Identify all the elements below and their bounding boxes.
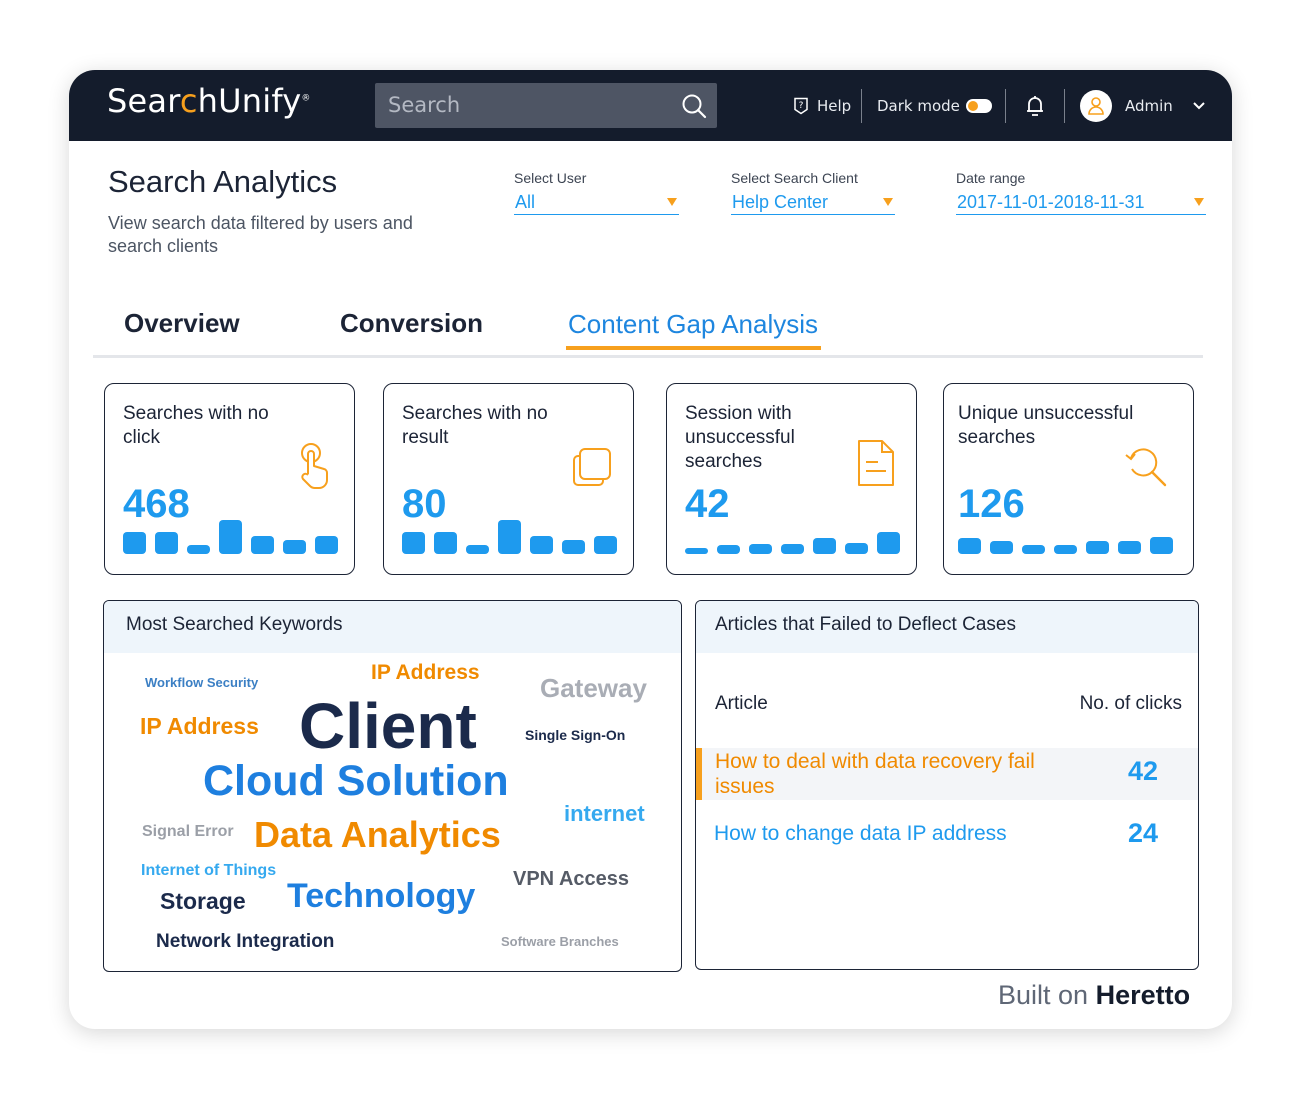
bell-icon[interactable] [1025, 94, 1045, 118]
card-sparkline [685, 514, 901, 554]
click-count: 24 [1127, 818, 1158, 848]
tab-bar: Overview Conversion Content Gap Analysis [93, 308, 1203, 358]
article-title[interactable]: How to deal with data recovery fail issu… [715, 750, 1035, 798]
keyword[interactable]: Signal Error [142, 823, 234, 840]
search-bar[interactable]: Search [375, 83, 717, 128]
select-search-client-filter: Select Search Client Help Center [731, 170, 895, 215]
search-placeholder[interactable]: Search [388, 93, 461, 117]
card-sparkline [958, 514, 1174, 554]
articles-panel: Articles that Failed to Deflect Cases Ar… [695, 600, 1199, 970]
date-range-filter: Date range 2017-11-01-2018-11-31 [956, 170, 1206, 215]
panel-title: Articles that Failed to Deflect Cases [696, 601, 1198, 653]
tab-conversion[interactable]: Conversion [340, 308, 484, 338]
kpi-card-unique-unsuccessful[interactable]: Unique unsuccessful searches 126 [943, 383, 1194, 575]
tab-content-gap-analysis[interactable]: Content Gap Analysis [566, 309, 822, 350]
dark-mode-toggle[interactable] [965, 98, 992, 113]
help-label: Help [817, 96, 852, 115]
dropdown-caret-icon[interactable] [1194, 198, 1204, 206]
dropdown-caret-icon[interactable] [667, 198, 677, 206]
keyword[interactable]: Single Sign-On [525, 727, 626, 743]
column-header-article: Article [715, 693, 768, 714]
select-user-dropdown[interactable]: All [514, 190, 679, 215]
help-icon: ? [794, 97, 808, 114]
keyword[interactable]: Data Analytics [254, 814, 501, 855]
tab-overview[interactable]: Overview [124, 308, 240, 338]
copy-squares-icon [573, 448, 611, 486]
tap-hand-icon [301, 443, 328, 489]
select-search-client-dropdown[interactable]: Help Center [731, 190, 895, 215]
card-value: 468 [123, 482, 190, 526]
dark-mode-control[interactable]: Dark mode [877, 70, 992, 141]
column-header-clicks: No. of clicks [1079, 693, 1182, 714]
filter-label: Select User [514, 170, 587, 186]
article-title[interactable]: How to change data IP address [714, 822, 1007, 845]
user-menu[interactable]: Admin [1125, 70, 1206, 141]
keywords-panel: Most Searched Keywords Workflow Security… [103, 600, 682, 972]
click-count: 42 [1127, 756, 1158, 786]
search-icon[interactable] [681, 93, 707, 119]
card-sparkline [123, 514, 339, 554]
help-link[interactable]: ? Help [793, 70, 851, 141]
document-icon [858, 440, 894, 486]
table-row[interactable]: How to change data IP address 24 [696, 811, 1198, 855]
divider [861, 89, 862, 123]
keyword[interactable]: Software Branches [501, 934, 619, 949]
searchunify-logo[interactable]: SearchUnify® [107, 82, 311, 120]
avatar[interactable] [1080, 90, 1112, 122]
user-name: Admin [1125, 96, 1173, 115]
keyword[interactable]: Client [299, 690, 477, 762]
dark-mode-label: Dark mode [877, 96, 960, 115]
heretto-logo[interactable]: Heretto [1095, 980, 1191, 1010]
keyword[interactable]: Network Integration [156, 931, 335, 952]
card-sparkline [402, 514, 618, 554]
select-user-filter: Select User All [514, 170, 679, 215]
kpi-card-no-result[interactable]: Searches with no result 80 [383, 383, 634, 575]
user-icon [1088, 97, 1104, 115]
kpi-card-unsuccessful-sessions[interactable]: Session with unsuccessful searches 42 [666, 383, 917, 575]
date-range-dropdown[interactable]: 2017-11-01-2018-11-31 [956, 190, 1206, 215]
chevron-down-icon[interactable] [1192, 101, 1206, 111]
keyword[interactable]: VPN Access [513, 868, 629, 890]
search-refresh-icon [1125, 448, 1167, 487]
keyword[interactable]: Gateway [540, 673, 647, 703]
keyword[interactable]: IP Address [140, 713, 259, 739]
app-window: SearchUnify® Search ? Help Dark mode [69, 70, 1232, 1029]
card-value: 80 [402, 482, 447, 526]
page-subtitle: View search data filtered by users and s… [108, 213, 413, 256]
card-value: 126 [958, 482, 1025, 526]
svg-text:?: ? [799, 101, 804, 111]
notifications-button[interactable] [1025, 70, 1045, 141]
keyword[interactable]: Cloud Solution [203, 757, 509, 805]
keyword[interactable]: Storage [160, 888, 246, 914]
keyword[interactable]: Internet of Things [141, 862, 277, 879]
page-title: Search Analytics [108, 164, 338, 199]
kpi-card-no-click[interactable]: Searches with no click 468 [104, 383, 355, 575]
built-on-label: Built on [998, 980, 1089, 1010]
keyword[interactable]: IP Address [371, 661, 480, 684]
card-title: Session with unsuccessful searches [685, 403, 795, 472]
divider [1064, 89, 1065, 123]
logo-mark: c [179, 82, 198, 120]
keyword[interactable]: Workflow Security [145, 675, 259, 690]
card-title: Unique unsuccessful searches [958, 403, 1134, 448]
top-bar: SearchUnify® Search ? Help Dark mode [69, 70, 1232, 141]
filter-label: Select Search Client [731, 170, 858, 186]
card-title: Searches with no click [123, 403, 269, 448]
keyword[interactable]: internet [564, 801, 645, 826]
keyword[interactable]: Technology [287, 877, 476, 915]
built-on-footer: Built on Heretto [998, 980, 1190, 1011]
panel-title: Most Searched Keywords [104, 601, 681, 653]
table-row-selected[interactable]: How to deal with data recovery fail issu… [696, 748, 1198, 800]
filter-label: Date range [956, 170, 1026, 186]
card-title: Searches with no result [402, 403, 548, 448]
dropdown-caret-icon[interactable] [883, 198, 893, 206]
card-value: 42 [685, 482, 730, 526]
divider [1005, 89, 1006, 123]
